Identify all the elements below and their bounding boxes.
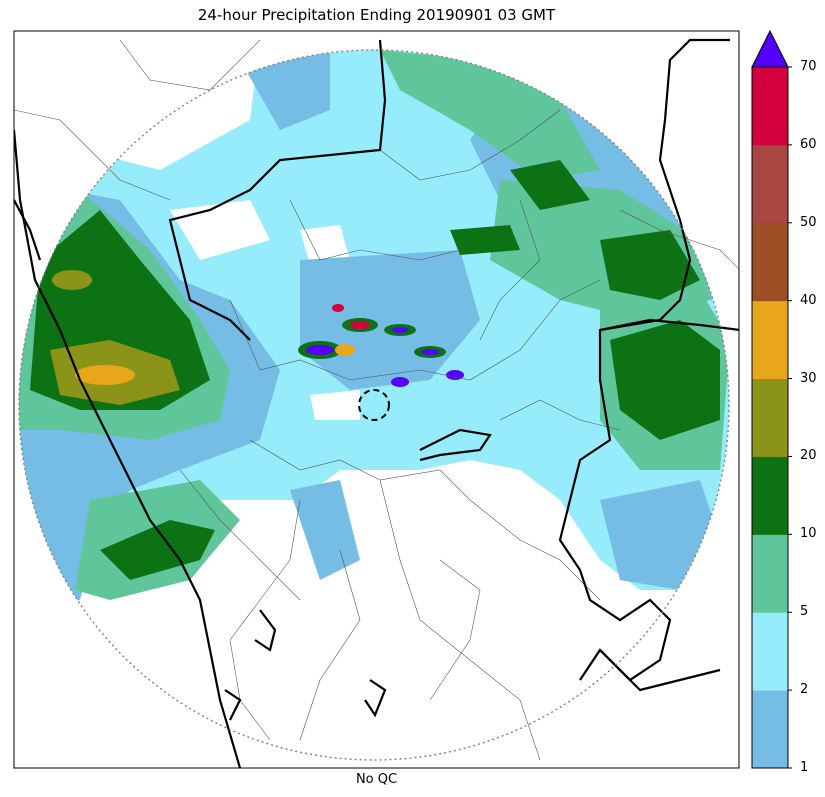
colorbar-segment bbox=[752, 144, 788, 224]
colorbar-extend-arrow bbox=[751, 29, 789, 68]
colorbar-tick-label: 60 bbox=[800, 136, 817, 152]
colorbar-segment bbox=[752, 300, 788, 380]
colorbar-segment bbox=[752, 456, 788, 535]
precip-10-20-northeast bbox=[600, 230, 700, 300]
x-axis-label: No QC bbox=[355, 772, 398, 787]
precip-10-20-north bbox=[510, 160, 590, 210]
convective-cells bbox=[298, 304, 464, 387]
no-rain-patch-2 bbox=[300, 225, 350, 265]
precip-1-2-southeast bbox=[600, 480, 720, 590]
precip-10-20-patch bbox=[450, 225, 520, 255]
colorbar-tick-label: 70 bbox=[800, 59, 817, 74]
precip-10-20-southwest bbox=[100, 520, 215, 580]
colorbar-tick-label: 5 bbox=[800, 604, 809, 620]
colorbar-segment bbox=[752, 534, 788, 613]
no-rain-patch-4 bbox=[310, 390, 360, 420]
no-rain-patch-1 bbox=[170, 200, 270, 260]
colorbar-segment bbox=[752, 67, 788, 146]
map-area bbox=[14, 38, 739, 768]
colorbar-segment bbox=[752, 690, 788, 769]
precip-5-10-north bbox=[380, 50, 600, 180]
precip-1-2-north bbox=[240, 50, 330, 130]
colorbar-tick-label: 50 bbox=[800, 214, 817, 230]
colorbar-segment bbox=[752, 612, 788, 691]
radar-site-marker bbox=[358, 389, 390, 421]
colorbar-frame bbox=[751, 66, 789, 769]
state-boundaries bbox=[14, 38, 739, 768]
colorbar bbox=[751, 29, 792, 769]
colorbar-segment bbox=[752, 222, 788, 302]
map-title: 24-hour Precipitation Ending 20190901 03… bbox=[197, 6, 556, 24]
precip-1-2-south bbox=[290, 480, 360, 580]
colorbar-tick-label: 1 bbox=[800, 760, 809, 775]
map-frame bbox=[13, 30, 740, 769]
precip-20-30-patch bbox=[52, 270, 92, 290]
colorbar-tick-label: 20 bbox=[800, 448, 817, 464]
colorbar-tick-label: 30 bbox=[800, 370, 817, 386]
range-ring bbox=[18, 49, 730, 761]
colorbar-tick-label: 40 bbox=[800, 292, 817, 308]
colorbar-tick-label: 10 bbox=[800, 526, 817, 542]
precip-10-20-east bbox=[610, 320, 720, 440]
colorbar-tick-label: 2 bbox=[800, 682, 809, 698]
district-boundaries bbox=[14, 39, 739, 761]
precip-30-40-west bbox=[75, 365, 135, 385]
colorbar-segment bbox=[752, 378, 788, 457]
